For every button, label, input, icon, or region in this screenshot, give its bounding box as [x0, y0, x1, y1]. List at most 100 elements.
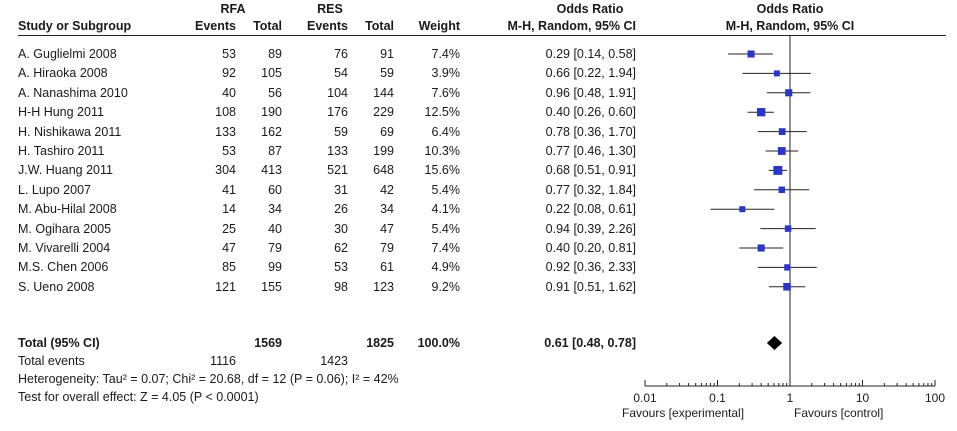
point-estimate-marker	[783, 283, 791, 291]
weight-cell: 12.5%	[424, 105, 460, 120]
events1-cell: 14	[222, 202, 236, 217]
events1-cell: 304	[215, 163, 236, 178]
total1-cell: 105	[261, 66, 282, 81]
weight-cell: 5.4%	[431, 221, 461, 236]
or-ci-cell: 0.66 [0.22, 1.94]	[545, 66, 636, 81]
events1-cell: 92	[222, 66, 236, 81]
or-ci-cell: 0.68 [0.51, 0.91]	[545, 163, 636, 178]
point-estimate-marker	[784, 264, 791, 271]
total2-cell: 34	[380, 202, 394, 217]
group-res-header: RES	[317, 2, 343, 16]
total2-cell: 79	[380, 241, 394, 255]
weight-cell: 4.9%	[431, 260, 461, 275]
events1-cell: 53	[222, 144, 236, 158]
x-tick-label: 10	[855, 391, 870, 405]
total-n2: 1825	[366, 336, 394, 350]
x-tick-label: 0.1	[709, 391, 726, 405]
events2-cell: 176	[327, 105, 348, 120]
or-ci-cell: 0.29 [0.14, 0.58]	[545, 47, 636, 61]
plot-title-header: Odds Ratio	[756, 2, 824, 16]
study-name: M. Abu-Hilal 2008	[18, 202, 117, 217]
events2-cell: 521	[327, 163, 348, 178]
point-estimate-marker	[785, 89, 793, 97]
plot-method-header: M-H, Random, 95% CI	[725, 19, 855, 33]
weight-cell: 7.4%	[431, 241, 461, 255]
events1-cell: 53	[222, 47, 236, 61]
study-name: M. Vivarelli 2004	[18, 241, 111, 255]
total1-cell: 87	[268, 144, 282, 158]
or-ci-cell: 0.78 [0.36, 1.70]	[545, 124, 636, 139]
total1-cell: 99	[268, 260, 282, 275]
weight-cell: 4.1%	[431, 202, 461, 217]
or-ci-cell: 0.96 [0.48, 1.91]	[545, 85, 636, 100]
or-ci-cell: 0.40 [0.26, 0.60]	[545, 105, 636, 120]
or-ci-cell: 0.40 [0.20, 0.81]	[545, 241, 636, 255]
events2-header: Events	[307, 19, 348, 33]
total-ci: 0.61 [0.48, 0.78]	[544, 336, 636, 350]
total-n1: 1569	[254, 336, 282, 350]
total1-cell: 56	[268, 85, 282, 100]
events2-cell: 62	[334, 241, 348, 255]
total1-cell: 34	[268, 202, 282, 217]
or-ci-cell: 0.22 [0.08, 0.61]	[545, 202, 636, 217]
total1-cell: 162	[261, 124, 282, 139]
weight-cell: 15.6%	[424, 163, 460, 178]
events1-header: Events	[195, 19, 236, 33]
events1-cell: 121	[215, 279, 236, 294]
total2-cell: 47	[380, 221, 394, 236]
study-name: M.S. Chen 2006	[18, 260, 109, 275]
total2-cell: 42	[380, 182, 394, 197]
total1-cell: 190	[261, 105, 282, 120]
events2-cell: 53	[334, 260, 348, 275]
total2-header: Total	[365, 19, 394, 33]
point-estimate-marker	[773, 165, 783, 175]
or-ci-cell: 0.92 [0.36, 2.33]	[545, 260, 636, 275]
total2-cell: 91	[380, 47, 394, 61]
total-label: Total (95% CI)	[18, 336, 100, 350]
study-name: S. Ueno 2008	[18, 279, 95, 294]
events2-cell: 59	[334, 124, 348, 139]
total2-cell: 69	[380, 124, 394, 139]
events2-cell: 133	[327, 144, 348, 158]
total2-cell: 144	[373, 85, 394, 100]
or-ci-cell: 0.91 [0.51, 1.62]	[545, 279, 636, 294]
total1-cell: 40	[268, 221, 282, 236]
total2-cell: 123	[373, 279, 394, 294]
favours-control-label: Favours [control]	[794, 406, 884, 420]
point-estimate-marker	[739, 206, 746, 213]
total1-header: Total	[253, 19, 282, 33]
total1-cell: 413	[261, 163, 282, 178]
weight-cell: 7.4%	[431, 47, 461, 61]
weight-header: Weight	[418, 19, 460, 33]
events2-cell: 31	[334, 182, 348, 197]
events2-cell: 98	[334, 279, 348, 294]
total2-cell: 59	[380, 66, 394, 81]
total2-cell: 199	[373, 144, 394, 158]
weight-cell: 6.4%	[431, 124, 461, 139]
study-name: A. Guglielmi 2008	[18, 47, 117, 61]
study-name: M. Ogihara 2005	[18, 221, 112, 236]
events1-cell: 25	[222, 221, 236, 236]
study-name: H-H Hung 2011	[18, 105, 104, 120]
or-title-header: Odds Ratio	[556, 2, 624, 16]
header-rule	[18, 35, 946, 36]
study-name: A. Nanashima 2010	[18, 85, 128, 100]
events1-cell: 133	[215, 124, 236, 139]
overall-effect-text: Test for overall effect: Z = 4.05 (P < 0…	[18, 390, 259, 404]
total-events-label: Total events	[18, 354, 85, 368]
events1-cell: 40	[222, 85, 236, 100]
total1-cell: 155	[261, 279, 282, 294]
weight-cell: 9.2%	[431, 279, 461, 294]
point-estimate-marker	[747, 50, 755, 58]
point-estimate-marker	[777, 147, 786, 155]
study-name: H. Tashiro 2011	[18, 144, 105, 158]
events1-cell: 41	[222, 182, 236, 197]
point-estimate-marker	[784, 225, 792, 232]
events1-cell: 85	[222, 260, 236, 275]
events1-cell: 47	[222, 241, 236, 255]
events2-cell: 54	[334, 66, 348, 81]
or-ci-cell: 0.77 [0.46, 1.30]	[545, 144, 636, 158]
study-name: H. Nishikawa 2011	[18, 124, 122, 139]
total-events-e2: 1423	[320, 354, 348, 368]
